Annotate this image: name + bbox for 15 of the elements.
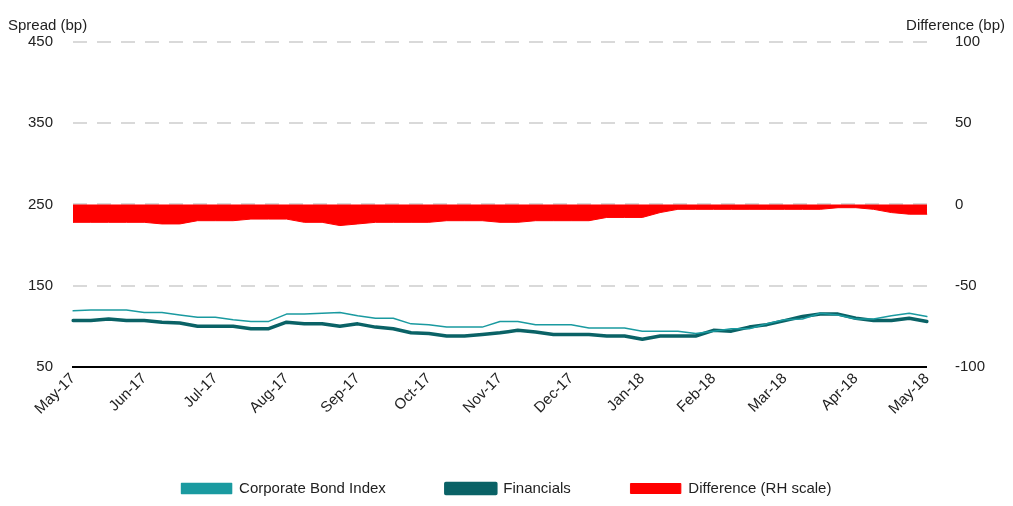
- y-tick-label: 350: [28, 113, 54, 131]
- y2-tick-label: 100: [954, 32, 981, 50]
- y-tick-label: 50: [36, 357, 54, 375]
- y-tick-label: 450: [28, 32, 54, 50]
- y-axis-title: Spread (bp): [8, 15, 88, 33]
- y2-tick-label: -50: [954, 275, 977, 293]
- y2-tick-label: -100: [954, 357, 986, 375]
- y2-tick-label: 0: [954, 194, 964, 212]
- legend-label: Corporate Bond Index: [239, 478, 387, 496]
- legend-label: Difference (RH scale): [688, 478, 832, 496]
- y2-tick-label: 50: [954, 113, 972, 131]
- y-tick-label: 250: [28, 194, 54, 212]
- y2-axis-title: Difference (bp): [906, 15, 1005, 33]
- y-tick-label: 150: [28, 275, 54, 293]
- legend-label: Financials: [503, 478, 571, 496]
